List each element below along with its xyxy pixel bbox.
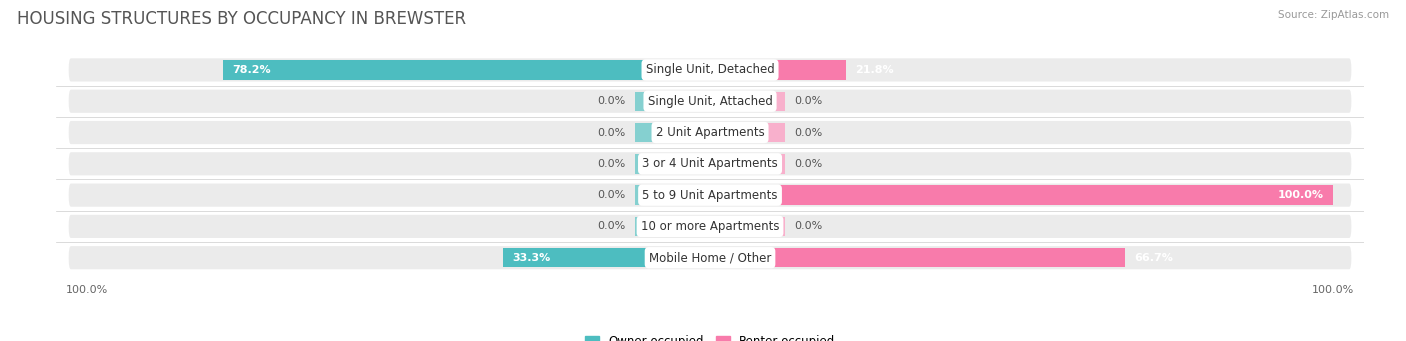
Text: 0.0%: 0.0% — [598, 159, 626, 169]
Text: 5 to 9 Unit Apartments: 5 to 9 Unit Apartments — [643, 189, 778, 202]
FancyBboxPatch shape — [69, 215, 1351, 238]
Bar — [636, 123, 710, 142]
Text: HOUSING STRUCTURES BY OCCUPANCY IN BREWSTER: HOUSING STRUCTURES BY OCCUPANCY IN BREWS… — [17, 10, 465, 28]
Text: 66.7%: 66.7% — [1135, 253, 1174, 263]
Text: 0.0%: 0.0% — [794, 96, 823, 106]
Bar — [710, 91, 785, 111]
Bar — [710, 186, 1333, 205]
Text: 3 or 4 Unit Apartments: 3 or 4 Unit Apartments — [643, 157, 778, 170]
Text: Single Unit, Detached: Single Unit, Detached — [645, 63, 775, 76]
Bar — [636, 91, 710, 111]
Text: 0.0%: 0.0% — [598, 128, 626, 137]
Bar — [503, 248, 710, 267]
Bar — [710, 217, 785, 236]
Text: Single Unit, Attached: Single Unit, Attached — [648, 95, 772, 108]
FancyBboxPatch shape — [69, 152, 1351, 175]
FancyBboxPatch shape — [69, 58, 1351, 81]
FancyBboxPatch shape — [69, 183, 1351, 207]
Text: 0.0%: 0.0% — [794, 221, 823, 232]
Text: 2 Unit Apartments: 2 Unit Apartments — [655, 126, 765, 139]
Text: 0.0%: 0.0% — [598, 190, 626, 200]
Bar — [710, 248, 1125, 267]
Text: 0.0%: 0.0% — [598, 221, 626, 232]
Text: 21.8%: 21.8% — [855, 65, 894, 75]
Bar — [710, 60, 846, 80]
FancyBboxPatch shape — [69, 90, 1351, 113]
FancyBboxPatch shape — [69, 246, 1351, 269]
Bar — [710, 154, 785, 174]
Bar — [636, 217, 710, 236]
Text: 78.2%: 78.2% — [232, 65, 271, 75]
Bar — [636, 186, 710, 205]
Bar — [710, 123, 785, 142]
Text: 33.3%: 33.3% — [512, 253, 550, 263]
Legend: Owner-occupied, Renter-occupied: Owner-occupied, Renter-occupied — [579, 330, 841, 341]
Text: Source: ZipAtlas.com: Source: ZipAtlas.com — [1278, 10, 1389, 20]
Bar — [636, 154, 710, 174]
Text: 100.0%: 100.0% — [1277, 190, 1323, 200]
Bar — [224, 60, 710, 80]
FancyBboxPatch shape — [69, 121, 1351, 144]
Text: 10 or more Apartments: 10 or more Apartments — [641, 220, 779, 233]
Text: 0.0%: 0.0% — [794, 159, 823, 169]
Text: Mobile Home / Other: Mobile Home / Other — [648, 251, 772, 264]
Text: 0.0%: 0.0% — [598, 96, 626, 106]
Text: 0.0%: 0.0% — [794, 128, 823, 137]
